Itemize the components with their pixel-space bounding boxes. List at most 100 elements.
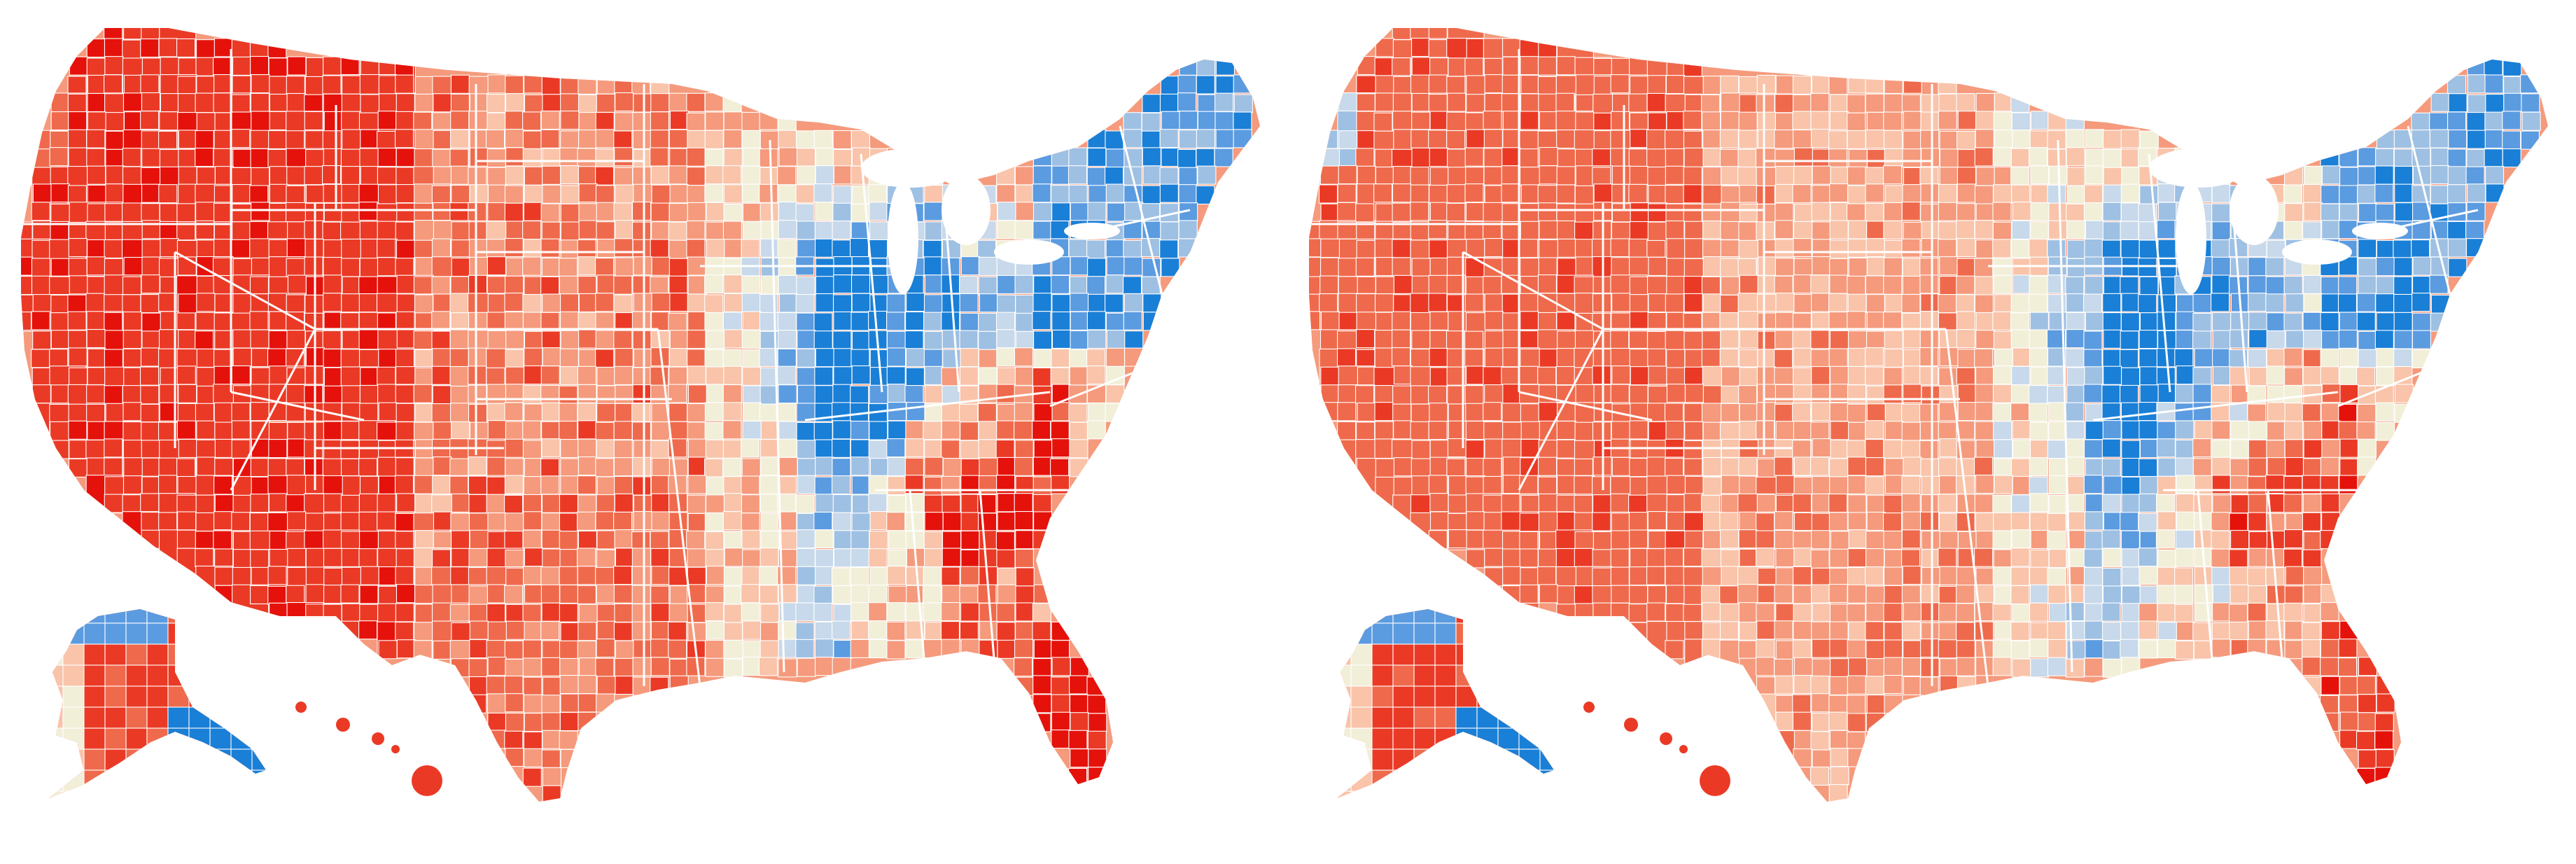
alaska-borough: [1371, 706, 1394, 729]
county: [2358, 147, 2377, 167]
county: [2029, 639, 2049, 658]
county: [1465, 476, 1485, 496]
county: [559, 348, 579, 368]
county: [1901, 493, 1921, 513]
alaska-borough: [146, 790, 169, 798]
county: [487, 330, 507, 349]
county: [2048, 494, 2068, 514]
county: [2174, 567, 2194, 587]
alaska-borough: [1539, 664, 1554, 687]
county: [704, 421, 724, 441]
county: [505, 330, 525, 349]
county: [578, 349, 598, 368]
county: [1847, 347, 1868, 367]
alaska-borough: [62, 643, 85, 666]
county: [686, 530, 706, 550]
county: [2338, 329, 2358, 349]
alaska-borough: [1434, 643, 1457, 666]
county: [1088, 767, 1107, 786]
county: [2374, 713, 2394, 732]
county: [1883, 657, 1903, 676]
county: [797, 566, 816, 585]
county: [1373, 183, 1393, 203]
county: [2066, 384, 2086, 404]
county: [651, 312, 671, 331]
county: [450, 111, 470, 130]
alaska-borough: [1455, 769, 1478, 792]
county: [1957, 402, 1977, 421]
county: [1466, 511, 1485, 531]
county: [1087, 293, 1107, 313]
county: [2139, 130, 2159, 150]
county: [468, 475, 487, 495]
county: [394, 57, 414, 76]
county: [997, 493, 1016, 513]
county: [159, 111, 178, 131]
county: [1338, 130, 1358, 150]
county: [1957, 384, 1977, 403]
county: [1811, 312, 1830, 331]
alaska-borough: [83, 748, 106, 771]
county: [2029, 512, 2049, 531]
county: [941, 602, 960, 622]
county: [1629, 294, 1648, 314]
county: [2229, 402, 2248, 421]
county: [1866, 385, 1886, 405]
county: [450, 74, 470, 94]
county: [1920, 111, 1940, 131]
county: [1161, 148, 1180, 167]
county: [2010, 239, 2030, 258]
county: [614, 167, 634, 186]
county: [2011, 220, 2031, 239]
county: [486, 584, 507, 604]
county: [1847, 293, 1867, 313]
county: [1938, 367, 1958, 386]
county: [723, 293, 743, 312]
county: [1309, 293, 1320, 313]
county: [941, 639, 960, 658]
county: [268, 57, 288, 77]
county: [1647, 585, 1667, 605]
county: [141, 511, 160, 531]
county: [868, 184, 888, 204]
alaska-borough: [1476, 706, 1499, 729]
county: [797, 165, 816, 185]
county: [1069, 458, 1088, 478]
county: [668, 639, 687, 659]
county: [560, 475, 580, 495]
county: [1628, 512, 1648, 531]
county: [633, 494, 652, 514]
county: [1956, 420, 1975, 440]
alaska-borough: [83, 706, 106, 729]
county: [1830, 658, 1849, 678]
county: [1374, 148, 1394, 168]
county: [1775, 603, 1795, 622]
county: [522, 529, 542, 549]
county: [524, 748, 543, 767]
county: [1847, 675, 1866, 695]
county: [1828, 493, 1848, 513]
county: [923, 531, 943, 551]
county: [1611, 585, 1630, 604]
county: [960, 348, 979, 368]
county: [849, 238, 869, 258]
county: [778, 457, 798, 476]
county: [1502, 38, 1522, 57]
county: [1159, 239, 1179, 259]
county: [1593, 76, 1613, 95]
county: [504, 640, 524, 660]
county: [250, 92, 270, 112]
county: [1051, 185, 1070, 204]
county: [2047, 639, 2067, 659]
county: [1015, 202, 1035, 221]
county: [2211, 512, 2230, 531]
county: [686, 147, 706, 167]
hawaii-island: [295, 702, 307, 713]
county: [960, 602, 980, 622]
county: [2157, 183, 2177, 203]
county: [540, 129, 560, 148]
county: [1938, 513, 1958, 532]
county: [1829, 458, 1849, 478]
county: [395, 622, 414, 641]
alaska-borough: [1434, 706, 1457, 729]
